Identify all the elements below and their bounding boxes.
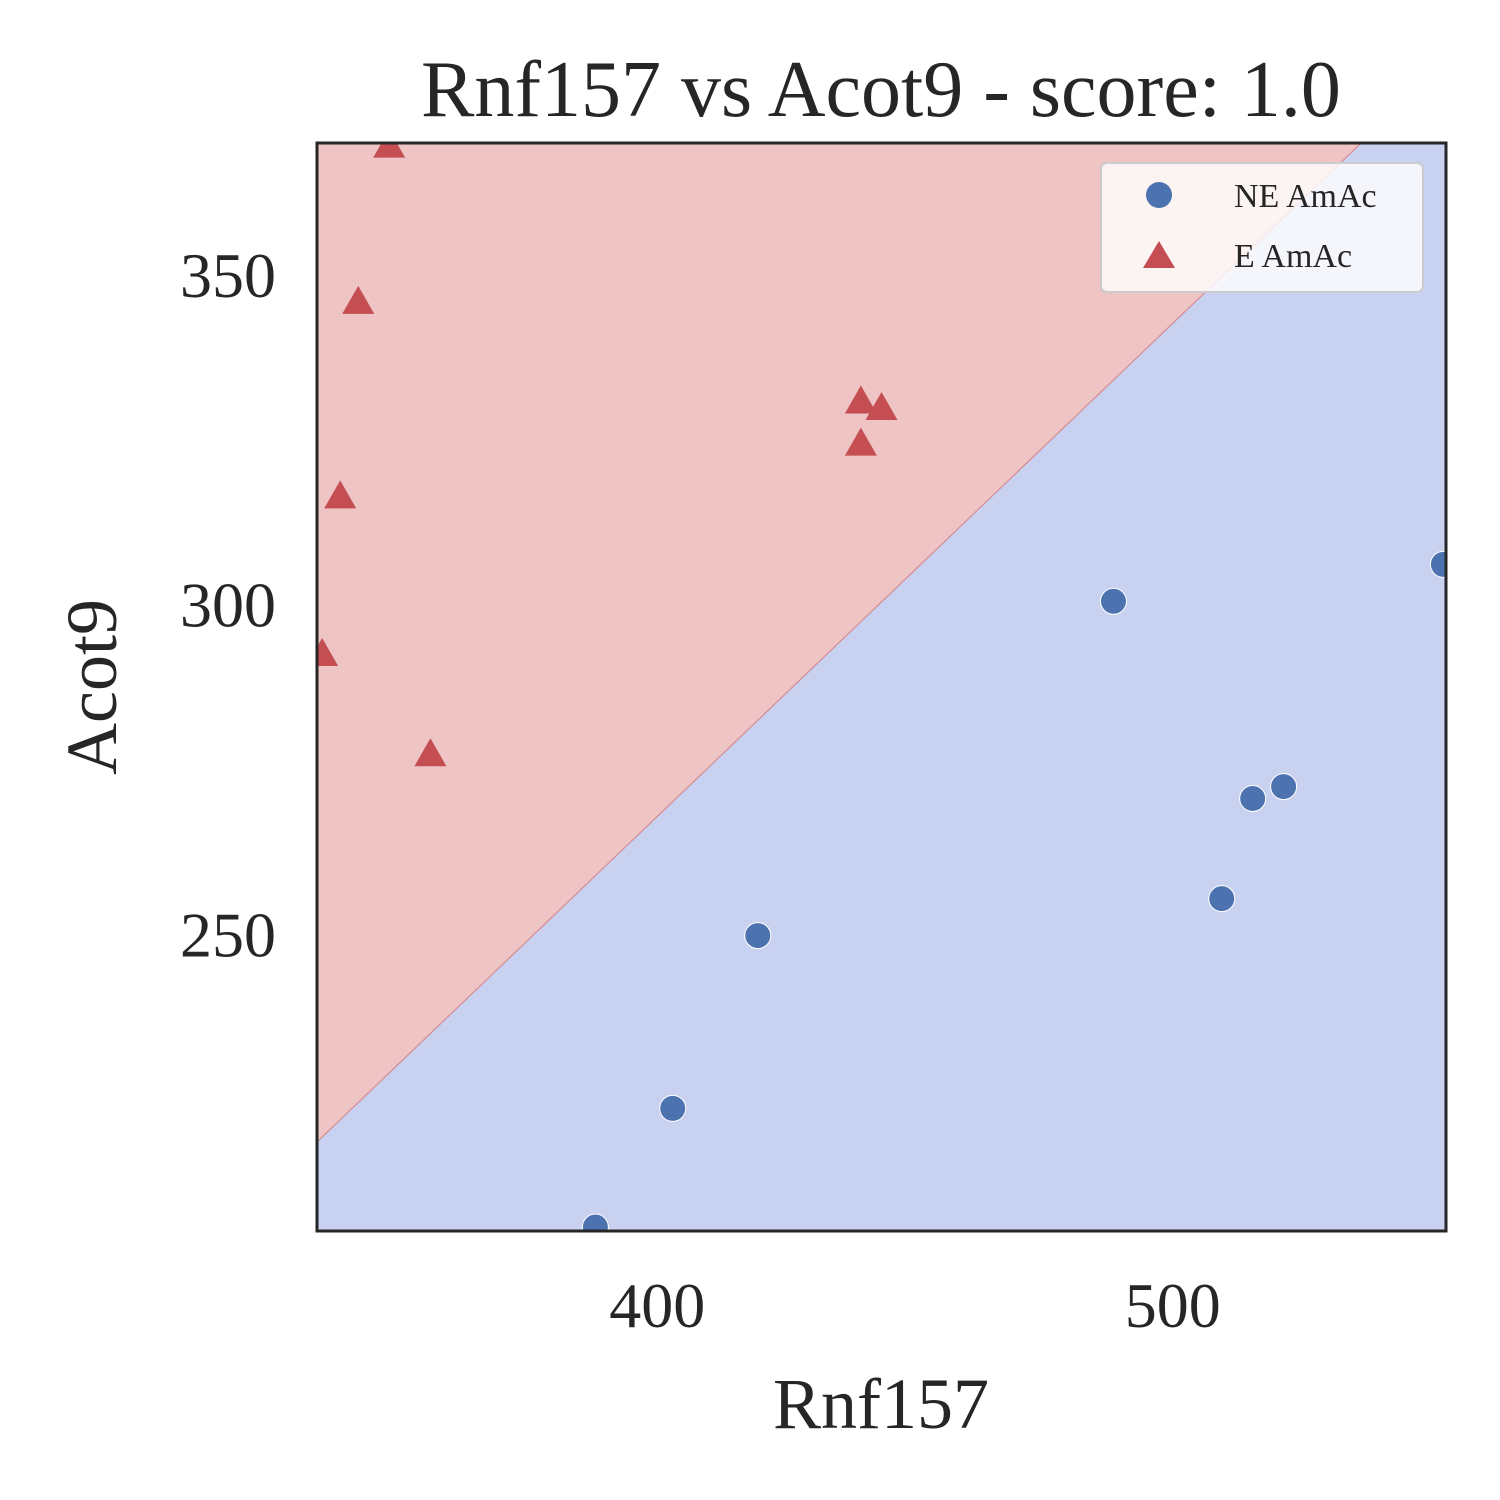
point-ne-amac-3	[1099, 587, 1127, 615]
plot-frame	[315, 141, 1448, 1233]
legend-label-ne-amac: NE AmAc	[1234, 178, 1377, 215]
x-tick-label-500: 500	[1125, 1270, 1221, 1341]
point-ne-amac-1	[659, 1094, 687, 1122]
legend-marker-ne-amac	[1146, 182, 1172, 208]
legend: NE AmAc E AmAc	[1100, 162, 1424, 293]
point-e-amac-2	[324, 480, 357, 509]
point-e-amac-6	[865, 392, 898, 421]
y-tick-label-300: 300	[180, 570, 276, 641]
point-ne-amac-5	[1239, 784, 1267, 812]
x-tick-label-400: 400	[609, 1270, 705, 1341]
point-e-amac-0	[373, 143, 406, 158]
point-ne-amac-7	[1429, 550, 1446, 578]
point-ne-amac-0	[581, 1213, 609, 1231]
plot-area	[317, 143, 1446, 1231]
y-tick-label-250: 250	[180, 899, 276, 970]
legend-marker-e-amac	[1143, 241, 1175, 268]
data-points	[317, 143, 1446, 1231]
y-axis-ticks: 250 300 350	[180, 240, 276, 970]
ne-amac-region	[317, 143, 1446, 1231]
legend-box	[1100, 162, 1424, 293]
point-ne-amac-6	[1270, 773, 1298, 801]
point-e-amac-7	[844, 427, 877, 456]
y-tick-label-350: 350	[180, 240, 276, 311]
chart-title: Rnf157 vs Acot9 - score: 1.0	[421, 46, 1341, 134]
y-axis-label: Acot9	[52, 599, 132, 775]
point-e-amac-1	[342, 285, 375, 314]
x-axis-label: Rnf157	[773, 1364, 989, 1444]
point-ne-amac-4	[1208, 885, 1236, 913]
point-e-amac-5	[844, 385, 877, 414]
x-axis-ticks: 400 500	[609, 1270, 1221, 1341]
point-e-amac-3	[317, 638, 339, 667]
e-amac-region	[317, 143, 1446, 1142]
point-ne-amac-2	[744, 922, 772, 950]
point-e-amac-4	[414, 738, 447, 767]
legend-label-e-amac: E AmAc	[1234, 238, 1352, 275]
